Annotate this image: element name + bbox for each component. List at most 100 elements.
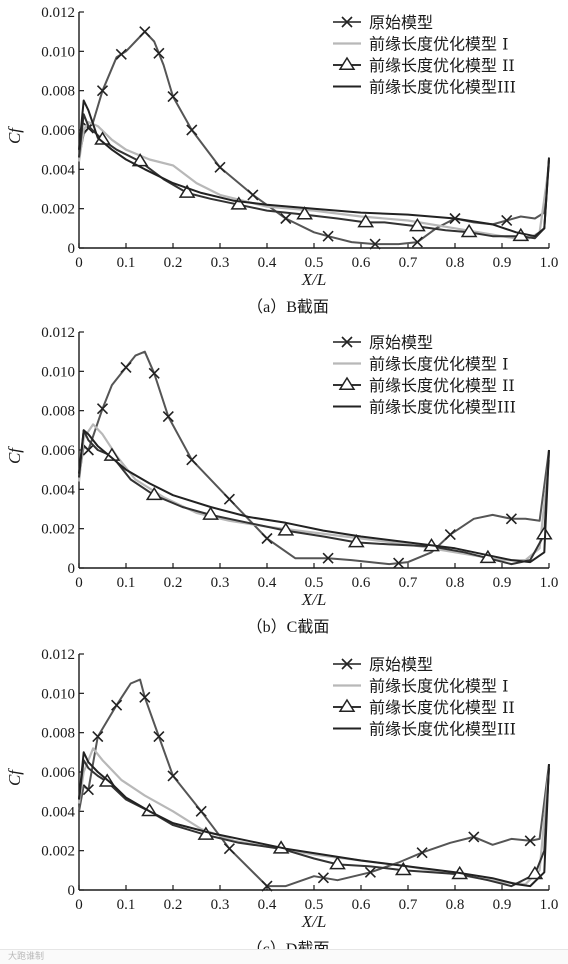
y-tick-label: 0.012	[41, 5, 75, 21]
y-tick-label: 0.010	[41, 44, 75, 60]
marker-x	[411, 236, 423, 248]
marker-x	[148, 367, 160, 379]
legend-marker-x	[341, 16, 353, 28]
legend-marker-x	[341, 336, 353, 348]
x-tick-label: 0	[75, 575, 83, 591]
marker-triangle	[277, 522, 295, 536]
x-tick-label: 0.6	[352, 575, 371, 591]
legend-label-0: 原始模型	[369, 655, 433, 674]
marker-x	[524, 835, 536, 847]
x-tick-label: 0.8	[446, 255, 465, 271]
x-tick-label: 0.2	[164, 255, 183, 271]
x-tick-label: 1.0	[540, 897, 559, 913]
marker-x	[223, 493, 235, 505]
x-tick-label: 0.7	[399, 575, 418, 591]
x-tick-label: 0.6	[352, 897, 371, 913]
x-tick-label: 0.5	[305, 897, 324, 913]
chart-panel-2: 0 0.1 0.2 0.3 0.4 0.5 0.6 0.7 0.8 0.9 1.0 0 0.002 0.0…	[5, 647, 558, 950]
legend-label-3: 前缘长度优化模型III	[369, 78, 516, 97]
x-tick-label: 1.0	[540, 575, 559, 591]
y-tick-label: 0.002	[41, 844, 75, 860]
marker-x	[195, 805, 207, 817]
chart-caption: （c）D截面	[247, 940, 330, 950]
x-tick-label: 0.8	[446, 897, 465, 913]
legend-label-2: 前缘长度优化模型 II	[369, 698, 515, 717]
marker-x	[280, 212, 292, 225]
x-tick-label: 0.9	[493, 897, 512, 913]
marker-triangle	[145, 486, 163, 501]
x-tick-label: 0.1	[117, 897, 136, 913]
series-line-3	[78, 751, 550, 888]
legend-label-3: 前缘长度优化模型III	[369, 720, 516, 739]
marker-triangle	[202, 506, 219, 520]
legend-label-2: 前缘长度优化模型 II	[369, 56, 515, 75]
x-tick-label: 0.1	[117, 255, 136, 271]
y-tick-label: 0.004	[41, 804, 75, 820]
y-tick-label: 0.008	[41, 84, 75, 100]
marker-x	[139, 26, 151, 38]
x-tick-label: 0.5	[305, 255, 324, 271]
x-tick-label: 0.3	[211, 255, 230, 271]
legend-label-1: 前缘长度优化模型 I	[369, 35, 508, 54]
legend-marker-triangle	[338, 56, 356, 70]
marker-triangle	[526, 865, 544, 880]
marker-x	[96, 85, 109, 97]
legend-marker-x	[341, 658, 353, 670]
y-tick-label: 0	[68, 241, 76, 257]
marker-x	[115, 48, 127, 60]
marker-x	[416, 847, 428, 859]
marker-x	[468, 831, 480, 843]
x-tick-label: 1.0	[540, 255, 559, 271]
series-line-0	[78, 678, 550, 888]
x-tick-label: 0.3	[211, 897, 230, 913]
x-tick-label: 0.6	[352, 255, 371, 271]
x-tick-label: 0	[75, 255, 83, 271]
marker-x	[261, 880, 273, 892]
marker-x	[82, 444, 94, 456]
marker-x	[505, 513, 517, 525]
x-axis-title: X/L	[301, 912, 327, 931]
x-tick-label: 0.2	[164, 575, 183, 591]
x-tick-label: 0	[75, 897, 83, 913]
series-line-2	[78, 113, 550, 240]
chart-panel-1: 0 0.1 0.2 0.3 0.4 0.5 0.6 0.7 0.8 0.9 1.0 0 0.002 0.0…	[5, 325, 558, 636]
y-tick-label: 0.012	[41, 647, 75, 663]
y-axis-title: Cf	[5, 446, 24, 464]
marker-triangle	[230, 196, 248, 210]
marker-x	[186, 124, 198, 136]
legend-marker-triangle	[338, 698, 356, 712]
marker-x	[120, 361, 132, 373]
series-line-0	[78, 30, 550, 246]
x-tick-label: 0.7	[399, 897, 418, 913]
x-tick-label: 0.4	[258, 255, 277, 271]
marker-triangle	[357, 214, 375, 228]
legend-marker-triangle	[338, 376, 356, 390]
x-tick-label: 0.4	[258, 575, 277, 591]
x-tick-label: 0.7	[399, 255, 418, 271]
marker-x	[153, 731, 165, 743]
marker-x	[139, 691, 151, 703]
y-tick-label: 0.004	[41, 482, 75, 498]
marker-x	[444, 529, 456, 541]
legend-label-1: 前缘长度优化模型 I	[369, 355, 508, 374]
watermark: 大跑谁制	[8, 952, 45, 962]
marker-triangle	[178, 184, 196, 198]
legend-label-0: 原始模型	[369, 13, 433, 32]
marker-x	[111, 699, 123, 711]
marker-x	[92, 731, 104, 743]
marker-x	[153, 47, 165, 59]
chart-caption: （b）C截面	[247, 618, 330, 636]
x-tick-label: 0.1	[117, 575, 136, 591]
series-line-3	[78, 429, 550, 564]
y-tick-label: 0.002	[41, 202, 75, 218]
x-axis-title: X/L	[301, 270, 327, 289]
marker-x	[167, 91, 179, 103]
marker-x	[96, 403, 109, 415]
marker-x	[162, 411, 174, 423]
x-axis-title: X/L	[301, 590, 327, 609]
marker-triangle	[409, 217, 426, 232]
series-line-3	[78, 99, 550, 238]
bottom-strip: 大跑谁制	[0, 949, 568, 964]
marker-x	[393, 557, 405, 569]
